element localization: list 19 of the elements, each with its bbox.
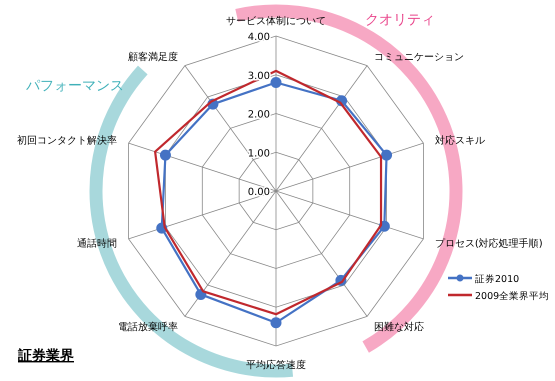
spoke-label: 電話放棄呼率 <box>118 321 178 334</box>
spoke-label: 初回コンタクト解決率 <box>17 134 118 146</box>
spoke-label: サービス体制について <box>226 15 326 27</box>
text: 証券業界 <box>17 347 74 364</box>
legend-label: 証券2010 <box>475 273 520 285</box>
y-tick-label: 1.00 <box>248 148 270 160</box>
spoke-label: 平均応答速度 <box>246 359 306 371</box>
spoke-label: プロセス(対応処理手順) <box>434 238 543 250</box>
spoke-label: 顧客満足度 <box>128 50 178 63</box>
text: クオリティ <box>365 12 435 28</box>
y-tick-label: 2.00 <box>248 110 270 120</box>
legend-label: 2009全業界平均 <box>475 290 550 302</box>
spoke-label: コミュニケーション <box>374 52 464 63</box>
y-tick-label: 0.00 <box>248 187 270 198</box>
spoke-label: 通話時間 <box>77 238 118 250</box>
y-tick-label: 4.00 <box>248 32 270 43</box>
text: パフォーマンス <box>25 78 124 94</box>
spoke-label: 困難な対応 <box>374 321 424 334</box>
spoke-label: 対応スキル <box>434 134 485 146</box>
